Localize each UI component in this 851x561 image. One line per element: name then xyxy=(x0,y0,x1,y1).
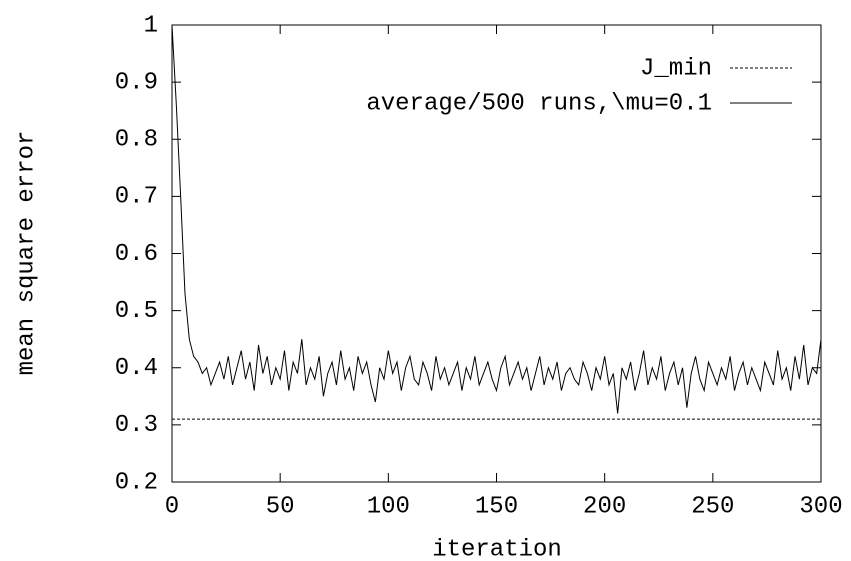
line-series xyxy=(171,24,822,414)
x-tick-label: 100 xyxy=(367,493,410,520)
y-tick-label: 0.5 xyxy=(115,298,158,325)
x-tick-label: 200 xyxy=(583,493,626,520)
y-tick-label: 0.8 xyxy=(115,127,158,154)
y-tick-label: 0.2 xyxy=(115,469,158,496)
legend-label: average/500 runs,\mu=0.1 xyxy=(366,90,712,117)
x-tick-label: 150 xyxy=(475,493,518,520)
y-tick-label: 0.3 xyxy=(115,412,158,439)
x-tick-label: 300 xyxy=(799,493,842,520)
y-axis-label: mean square error xyxy=(13,131,40,376)
x-tick-label: 50 xyxy=(266,493,295,520)
x-axis-label: iteration xyxy=(432,536,562,561)
x-tick-label: 250 xyxy=(691,493,734,520)
y-tick-label: 0.6 xyxy=(115,241,158,268)
y-tick-label: 0.7 xyxy=(115,184,158,211)
y-tick-label: 0.4 xyxy=(115,355,158,382)
legend-label: J_min xyxy=(640,55,712,82)
x-tick-label: 0 xyxy=(165,493,179,520)
y-tick-label: 0.9 xyxy=(115,69,158,96)
y-tick-label: 1 xyxy=(144,12,158,39)
